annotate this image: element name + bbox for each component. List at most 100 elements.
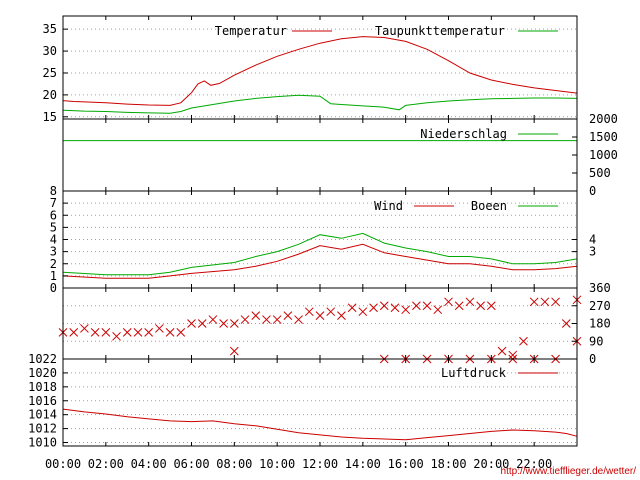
y2-tick-label: 500 — [589, 166, 611, 180]
y-tick-label: 1012 — [28, 422, 57, 436]
wind-direction-marker — [155, 324, 164, 333]
x-tick-label: 20:00 — [473, 457, 509, 471]
wind-direction-marker — [229, 346, 239, 356]
wind-direction-marker — [540, 297, 550, 307]
y2-tick-label: 4 — [589, 233, 596, 247]
wind-direction-marker — [412, 301, 421, 311]
wind-direction-marker — [561, 319, 571, 328]
x-tick-label: 06:00 — [173, 457, 209, 471]
y-tick-label: 30 — [43, 44, 57, 58]
y2-tick-label: 3 — [589, 245, 596, 259]
y-tick-label: 1 — [50, 269, 57, 283]
y-tick-label: 7 — [50, 196, 57, 210]
y2-tick-label: 0 — [589, 352, 596, 366]
wind-direction-marker — [315, 311, 325, 320]
wind-direction-marker — [433, 305, 443, 315]
wind-direction-marker — [101, 328, 111, 337]
x-tick-label: 10:00 — [259, 457, 295, 471]
wind-direction-marker — [465, 297, 475, 307]
y-tick-label: 15 — [43, 110, 57, 124]
credit-text: http://www.tiefflieger.de/wetter/ — [501, 466, 637, 477]
y2-tick-label: 1000 — [589, 148, 618, 162]
wind-direction-marker — [144, 328, 154, 337]
wind-direction-marker — [176, 328, 186, 337]
series-line-luftdruck — [62, 408, 578, 441]
legend-label: Niederschlag — [420, 127, 507, 141]
legend-label: Wind — [374, 199, 403, 213]
x-tick-label: 22:00 — [516, 457, 552, 471]
wind-direction-marker — [497, 346, 507, 356]
wind-direction-marker — [519, 336, 528, 346]
wind-direction-marker — [369, 303, 378, 313]
y-tick-label: 25 — [43, 66, 57, 80]
y-tick-label: 2 — [50, 257, 57, 271]
wind-direction-marker — [165, 328, 175, 337]
wind-direction-marker — [262, 315, 271, 324]
legend-label: Temperatur — [215, 24, 287, 38]
y-tick-label: 1016 — [28, 394, 57, 408]
wind-direction-marker — [337, 311, 346, 320]
wind-direction-marker — [347, 303, 357, 313]
wind-direction-marker — [112, 331, 121, 341]
wind-direction-marker — [122, 328, 132, 337]
x-tick-label: 14:00 — [345, 457, 381, 471]
wind-direction-marker — [508, 350, 518, 360]
wind-direction-marker — [454, 301, 464, 311]
wind-direction-marker — [187, 319, 196, 328]
wind-direction-marker — [326, 307, 336, 317]
y-tick-label: 8 — [50, 184, 57, 198]
y-tick-label: 6 — [50, 208, 57, 222]
wind-direction-marker — [80, 324, 89, 333]
wind-direction-marker — [219, 319, 228, 328]
y-tick-label: 1020 — [28, 366, 57, 380]
y-tick-label: 3 — [50, 245, 57, 259]
wind-direction-marker — [551, 297, 560, 307]
y-tick-label: 1010 — [28, 436, 57, 450]
y-tick-label: 1014 — [28, 408, 57, 422]
wind-direction-marker — [251, 311, 261, 320]
wind-direction-marker — [133, 328, 143, 337]
wind-direction-marker — [529, 297, 539, 307]
legend-label: Taupunkttemperatur — [375, 24, 505, 38]
wind-direction-marker — [208, 315, 218, 324]
y2-tick-label: 1500 — [589, 130, 618, 144]
x-tick-label: 00:00 — [45, 457, 81, 471]
wind-direction-marker — [197, 319, 207, 328]
x-tick-label: 12:00 — [302, 457, 338, 471]
y2-tick-label: 360 — [589, 281, 611, 295]
series-line-temperatur — [62, 36, 578, 106]
y2-tick-label: 180 — [589, 317, 611, 331]
y2-tick-label: 2000 — [589, 112, 618, 126]
legend-label: Boeen — [471, 199, 507, 213]
wind-direction-marker — [240, 315, 250, 324]
y-tick-label: 20 — [43, 88, 57, 102]
wind-direction-marker — [272, 315, 282, 324]
wind-direction-marker — [283, 311, 293, 320]
y-tick-label: 0 — [50, 281, 57, 295]
wind-direction-marker — [401, 305, 411, 315]
wind-direction-marker — [422, 301, 432, 311]
wind-direction-marker — [444, 297, 453, 307]
wind-direction-marker — [390, 303, 400, 313]
wind-direction-marker — [229, 319, 239, 328]
y-tick-label: 5 — [50, 220, 57, 234]
x-tick-label: 16:00 — [388, 457, 424, 471]
legend-label: Luftdruck — [441, 366, 507, 380]
y2-tick-label: 0 — [589, 184, 596, 198]
y2-tick-label: 270 — [589, 299, 611, 313]
series-line-taupunkttemperatur — [62, 94, 578, 114]
wind-direction-marker — [379, 301, 389, 311]
wind-direction-marker — [358, 307, 368, 317]
y-tick-label: 35 — [43, 22, 57, 36]
wind-direction-marker — [304, 307, 314, 317]
wind-direction-marker — [486, 301, 496, 311]
y-tick-label: 1018 — [28, 380, 57, 394]
x-tick-label: 18:00 — [430, 457, 466, 471]
x-tick-label: 04:00 — [131, 457, 167, 471]
wind-direction-marker — [476, 301, 485, 311]
x-tick-label: 02:00 — [88, 457, 124, 471]
wind-direction-marker — [90, 328, 100, 337]
y-tick-label: 4 — [50, 233, 57, 247]
